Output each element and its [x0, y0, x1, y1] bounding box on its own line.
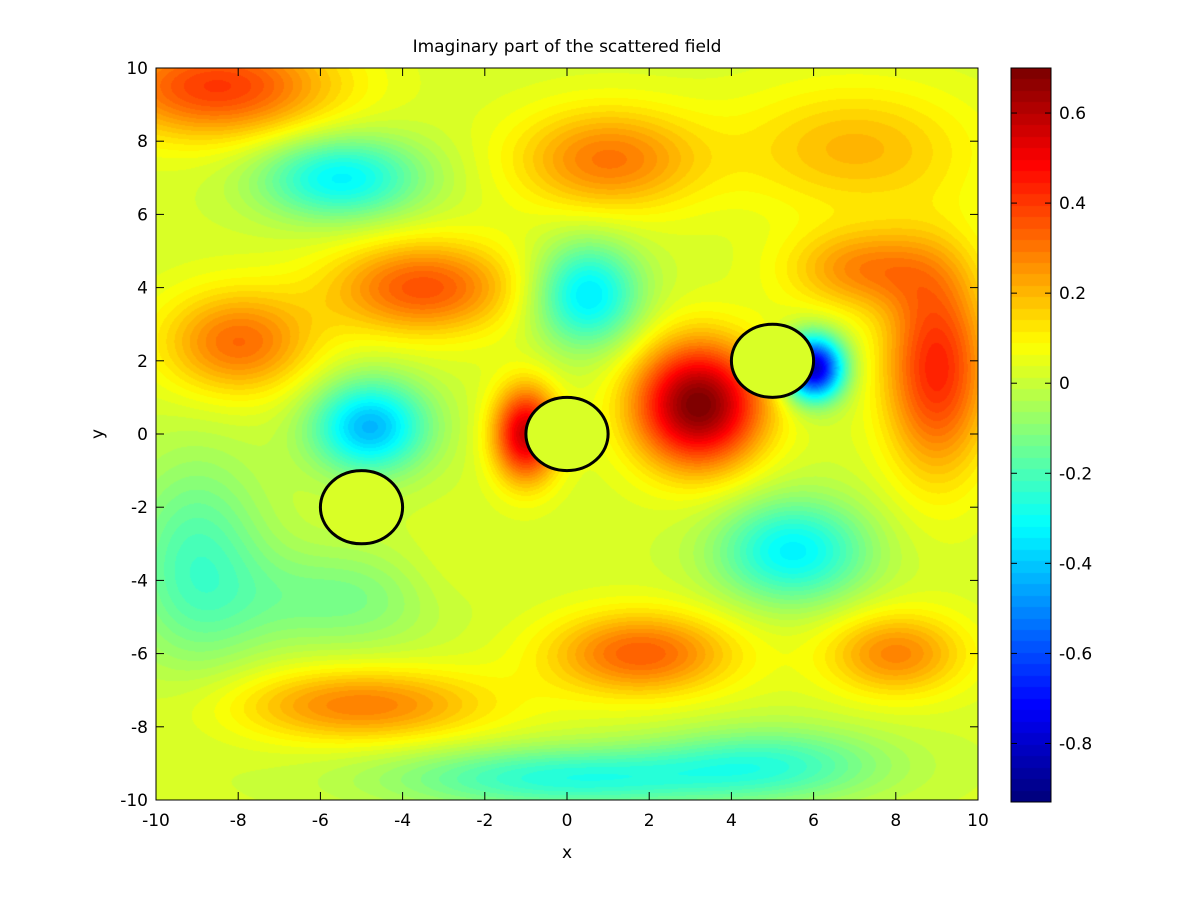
y-tick-label: -6: [131, 645, 148, 665]
x-tick-label: -10: [142, 811, 170, 831]
x-tick-label: 4: [726, 811, 737, 831]
x-tick-label: 10: [967, 811, 989, 831]
y-tick-label: 4: [137, 279, 148, 299]
y-tick-label: 10: [126, 59, 148, 79]
y-tick-label: 2: [137, 352, 148, 372]
colorbar-tick-label: -0.2: [1059, 464, 1092, 484]
x-tick-label: -6: [312, 811, 329, 831]
colorbar-tick-label: 0.4: [1059, 194, 1086, 214]
scatterer-3: [729, 322, 816, 399]
y-tick-label: 6: [137, 205, 148, 225]
colorbar-tick-label: -0.4: [1059, 554, 1092, 574]
x-axis: -10 -8 -6 -4 -2 0 2 4 6 8 10: [142, 68, 989, 831]
colorbar-frame: [1010, 67, 1052, 803]
x-tick-label: -4: [394, 811, 411, 831]
colorbar-tick-label: 0.6: [1059, 104, 1086, 124]
x-tick-label: -8: [230, 811, 247, 831]
y-tick-label: 0: [137, 425, 148, 445]
chart-title: Imaginary part of the scattered field: [413, 37, 722, 57]
x-tick-label: 2: [644, 811, 655, 831]
x-tick-label: 6: [808, 811, 819, 831]
x-axis-label: x: [562, 843, 572, 863]
y-tick-label: -8: [131, 718, 148, 738]
y-tick-label: -2: [131, 498, 148, 518]
x-tick-label: 8: [890, 811, 901, 831]
colorbar: -0.8 -0.6 -0.4 -0.2 0 0.2 0.4 0.6: [1010, 67, 1092, 803]
y-tick-label: -10: [120, 791, 148, 811]
y-axis: -10 -8 -6 -4 -2 0 2 4 6 8 10: [120, 59, 978, 811]
y-tick-label: -4: [131, 571, 148, 591]
y-axis-label: y: [88, 429, 108, 439]
colorbar-gradient: [1011, 68, 1051, 802]
x-tick-label: -2: [476, 811, 493, 831]
scatterer-2: [524, 395, 610, 473]
colorbar-tick-label: 0: [1059, 374, 1070, 394]
colorbar-tick-label: -0.6: [1059, 644, 1092, 664]
colorbar-gradient-container: [1011, 68, 1051, 802]
colorbar-ticks: -0.8 -0.6 -0.4 -0.2 0 0.2 0.4 0.6: [1011, 104, 1092, 754]
scatterers: [318, 322, 816, 546]
scatterer-1: [318, 469, 405, 546]
y-tick-label: 8: [137, 132, 148, 152]
colorbar-tick-label: -0.8: [1059, 734, 1092, 754]
plot-area: -10 -8 -6 -4 -2 0 2 4 6 8 10 -10 -8 -6 -4 -2 0 2 4 6 8 10: [120, 59, 989, 831]
colorbar-tick-label: 0.2: [1059, 284, 1086, 304]
x-tick-label: 0: [562, 811, 573, 831]
